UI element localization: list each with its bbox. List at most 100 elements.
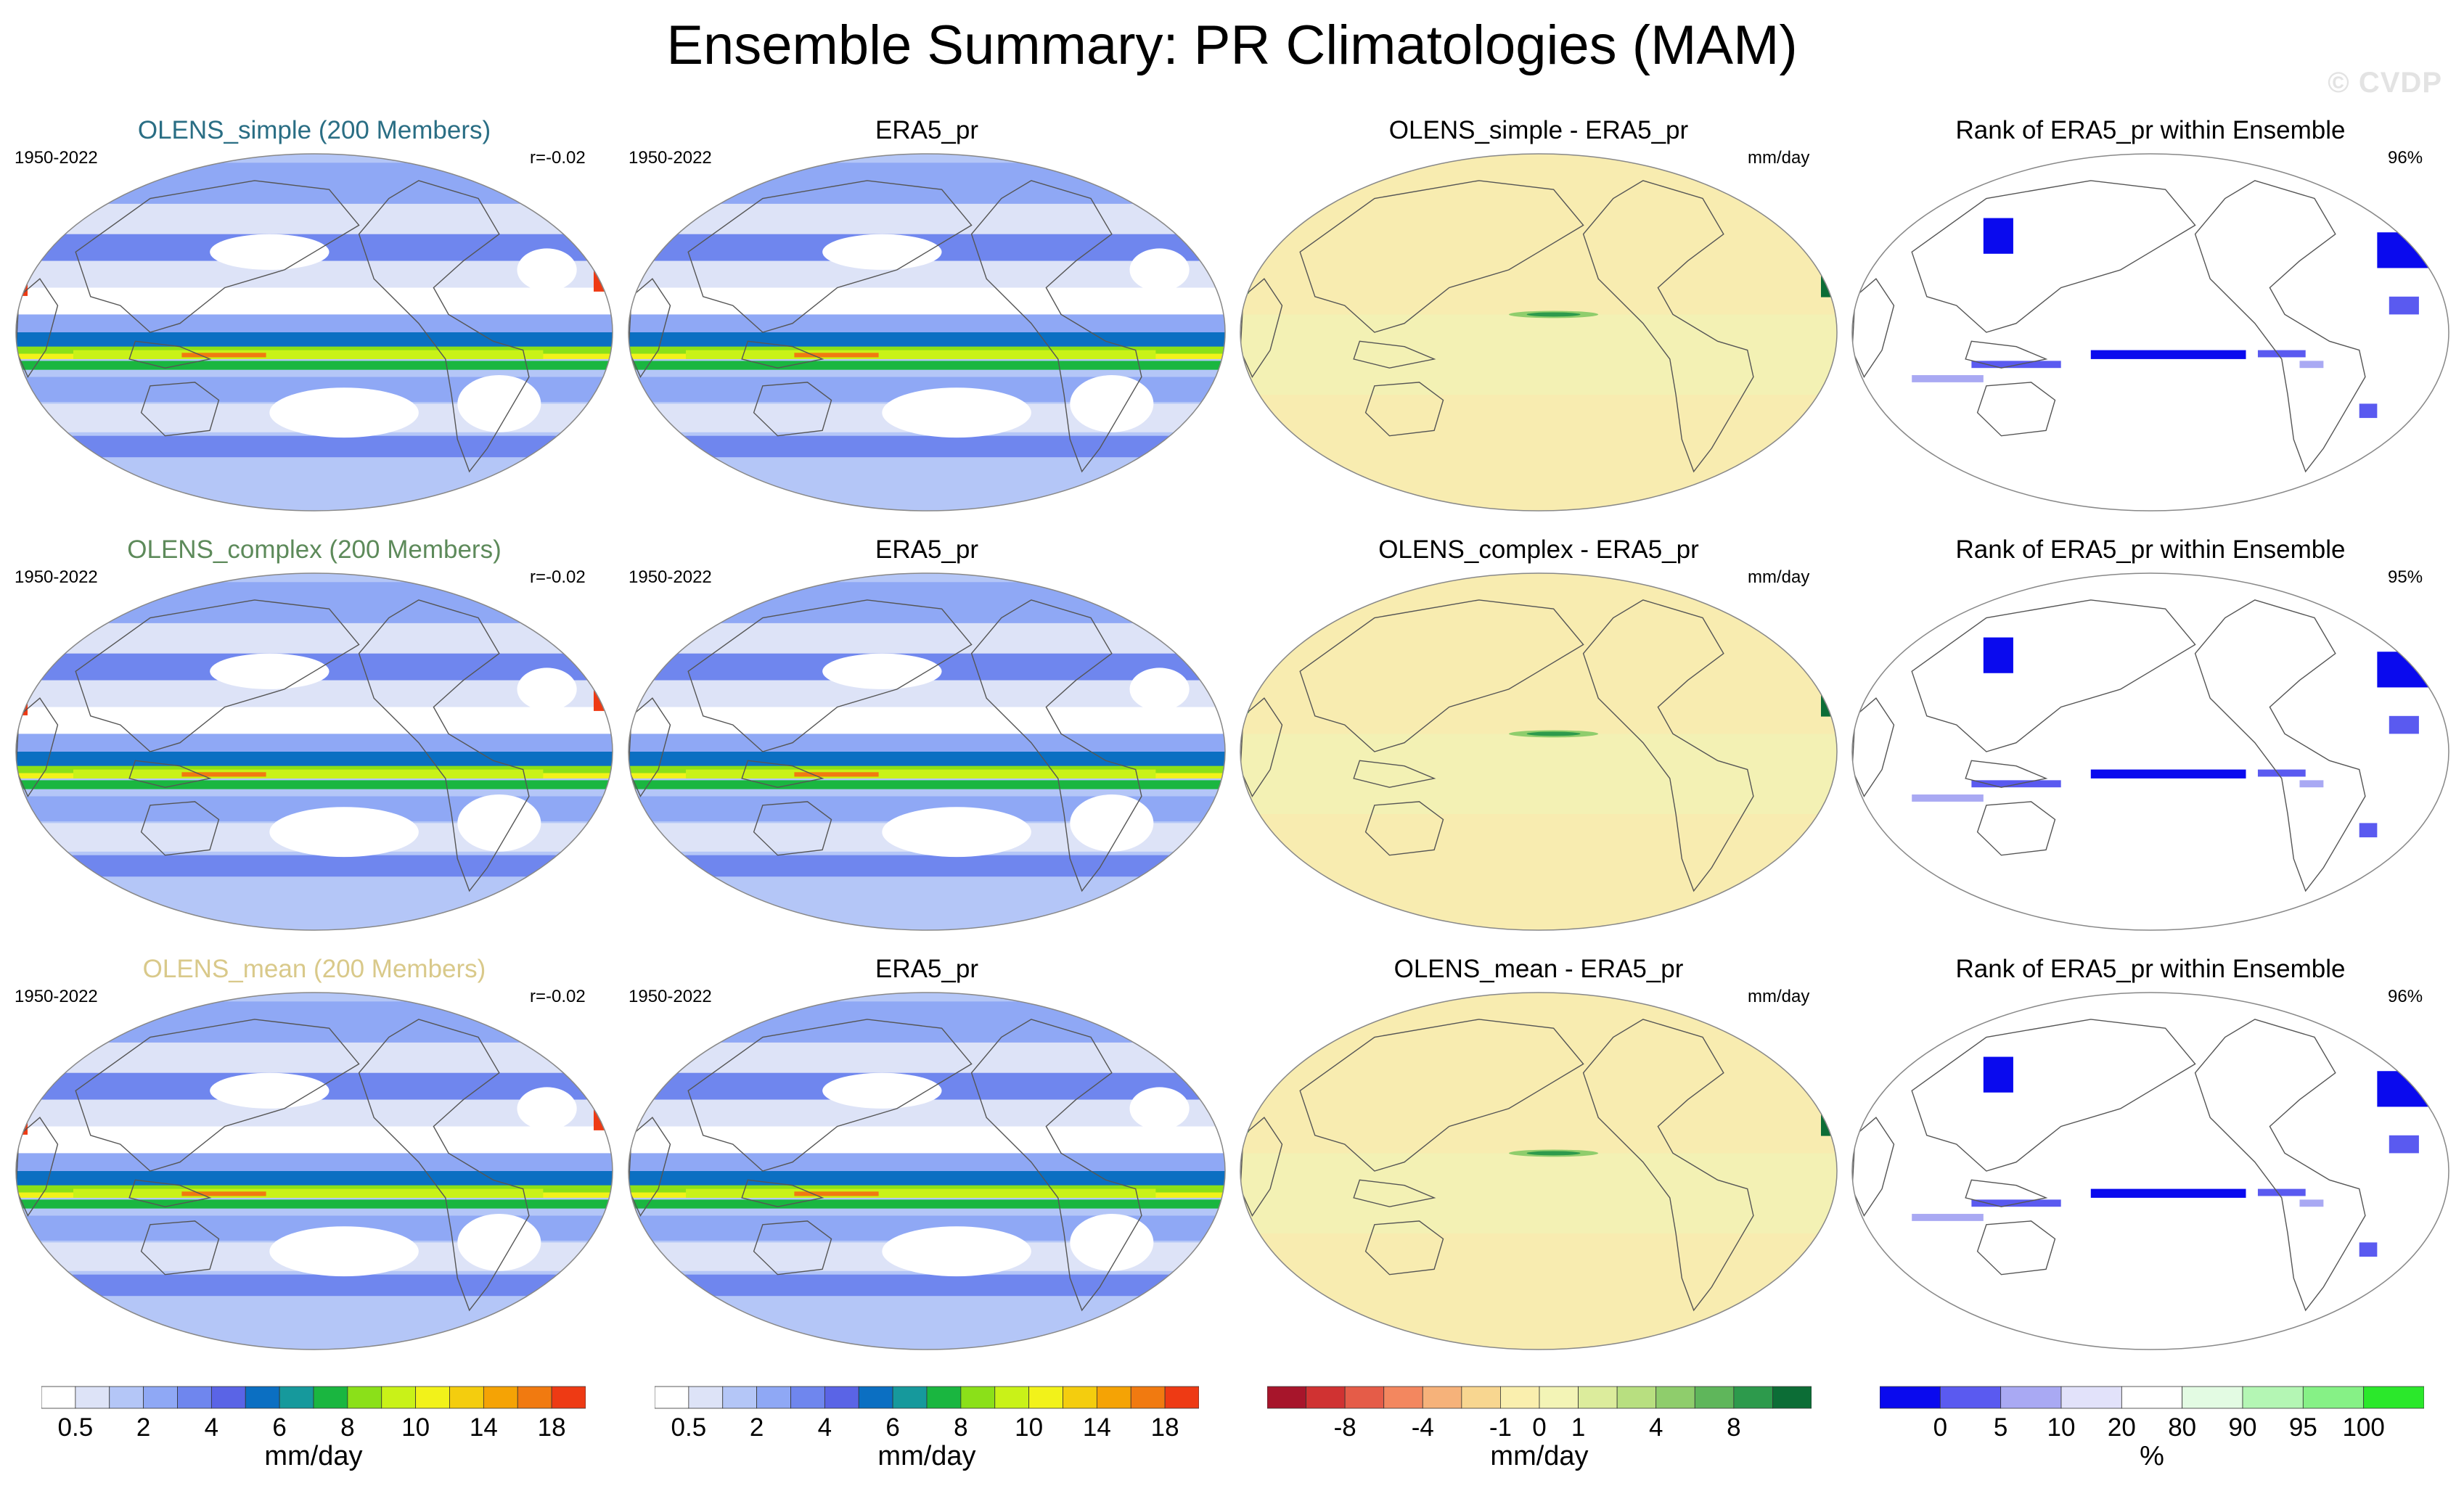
rank-cell — [1983, 218, 2013, 254]
precip-field-band — [16, 461, 613, 511]
coastline — [1976, 1220, 2056, 1276]
colorbar-swatch — [2060, 1386, 2122, 1409]
coastline — [1582, 599, 1754, 892]
dry-zone — [517, 668, 577, 711]
colorbar-swatch — [41, 1386, 76, 1409]
obs-panel-title: ERA5_pr — [875, 535, 979, 564]
colorbar-swatch — [143, 1386, 178, 1409]
colorbar-swatch — [892, 1386, 928, 1409]
precip-field-band — [629, 1042, 1225, 1079]
obs-period-label: 1950-2022 — [629, 987, 712, 1006]
dry-zone — [1070, 375, 1154, 432]
colorbar-swatch — [210, 1386, 246, 1409]
obs-panel-title: ERA5_pr — [875, 955, 979, 983]
rank-panel-title: Rank of ERA5_pr within Ensemble — [1955, 535, 2346, 564]
coastline — [140, 382, 220, 437]
coastline — [1364, 801, 1444, 856]
precip-field-band — [629, 361, 1225, 370]
dry-zone — [269, 807, 419, 858]
itcz-maximum — [794, 353, 879, 358]
dry-zone — [517, 248, 577, 292]
colorbar-swatch — [1383, 1386, 1423, 1409]
coastline — [1240, 697, 1283, 797]
coastline — [741, 1179, 824, 1207]
colorbar-tick-label: 18 — [1150, 1413, 1179, 1442]
itcz-maximum — [181, 1191, 266, 1196]
colorbar-unit-label: mm/day — [1490, 1441, 1589, 1471]
coastline — [1582, 180, 1754, 473]
coastline — [1965, 1179, 2048, 1207]
rank-cell — [1983, 637, 2013, 673]
precip-field-band — [629, 623, 1225, 660]
colorbar-swatch — [1939, 1386, 2002, 1409]
coastline — [358, 599, 530, 892]
map-background — [1852, 154, 2449, 511]
colorbar-tick-label: 8 — [1727, 1413, 1741, 1442]
diff-unit-label: mm/day — [1748, 148, 1810, 168]
rank-percent-label: 96% — [2388, 987, 2423, 1006]
colorbar-tick-label: 10 — [2047, 1413, 2076, 1442]
dry-zone — [882, 807, 1031, 858]
diff-edge-anomaly — [1242, 1103, 1249, 1133]
rank-cell — [2257, 769, 2306, 777]
coastline — [1976, 801, 2056, 856]
dry-zone — [457, 794, 541, 852]
diff-panel-title: OLENS_complex - ERA5_pr — [1378, 535, 1699, 564]
model-climatology-map — [15, 153, 613, 512]
rank-cell — [1971, 1199, 2061, 1207]
coastline — [687, 1019, 973, 1172]
coastline — [75, 599, 360, 752]
colorbar-unit-label: % — [2140, 1441, 2164, 1471]
coastline — [1911, 180, 2196, 333]
coastline — [1353, 760, 1436, 788]
colorbar-swatch — [1578, 1386, 1618, 1409]
dry-zone — [210, 653, 330, 689]
colorbar-swatch — [722, 1386, 758, 1409]
colorbar-swatch — [1344, 1386, 1385, 1409]
colorbar-tick-label: 8 — [340, 1413, 355, 1442]
colorbar-tick-label: 0 — [1933, 1413, 1948, 1442]
coastline — [128, 1179, 212, 1207]
colorbar-swatch — [245, 1386, 280, 1409]
itcz-maximum — [794, 1191, 879, 1196]
obs-period-label: 1950-2022 — [629, 148, 712, 168]
precip-field-band — [629, 435, 1225, 458]
colorbar-unit-label: mm/day — [877, 1441, 976, 1471]
precip-field-band — [16, 203, 613, 240]
colorbar-swatch — [1063, 1386, 1097, 1409]
correlation-label: r=-0.02 — [530, 567, 586, 587]
coastline — [687, 180, 973, 333]
coastline — [1353, 1179, 1436, 1207]
colorbar-tick-label: 10 — [401, 1413, 430, 1442]
map-border — [628, 572, 1226, 931]
coastline — [75, 1019, 360, 1172]
colorbar-tick-label: 14 — [1082, 1413, 1111, 1442]
colorbar-tick-label: 6 — [885, 1413, 900, 1442]
colorbar-swatch — [655, 1386, 689, 1409]
colorbar-tick-label: 2 — [749, 1413, 764, 1442]
colorbar-swatch — [2363, 1386, 2424, 1409]
colorbar-tick-label: 0.5 — [671, 1413, 707, 1442]
coastline — [629, 697, 671, 797]
map-background — [1852, 573, 2449, 930]
colorbar-swatch — [1306, 1386, 1346, 1409]
rank-map — [1851, 572, 2449, 931]
rank-cell — [2389, 296, 2419, 315]
obs-climatology-map — [628, 572, 1226, 931]
dry-zone — [822, 234, 942, 270]
colorbar-swatch — [790, 1386, 825, 1409]
precip-field-band — [16, 1042, 613, 1079]
dry-zone — [822, 1072, 942, 1109]
colorbar-swatch — [688, 1386, 724, 1409]
colorbar-swatch — [1461, 1386, 1501, 1409]
dry-zone — [269, 1226, 419, 1277]
diff-unit-label: mm/day — [1748, 567, 1810, 587]
rank-cell — [2359, 823, 2378, 838]
correlation-label: r=-0.02 — [530, 987, 586, 1006]
rank-cell — [2090, 350, 2246, 359]
coastline — [970, 180, 1142, 473]
model-panel-title: OLENS_mean (200 Members) — [142, 955, 486, 983]
colorbar-swatch — [2121, 1386, 2183, 1409]
high-precip-spot — [17, 1108, 28, 1135]
